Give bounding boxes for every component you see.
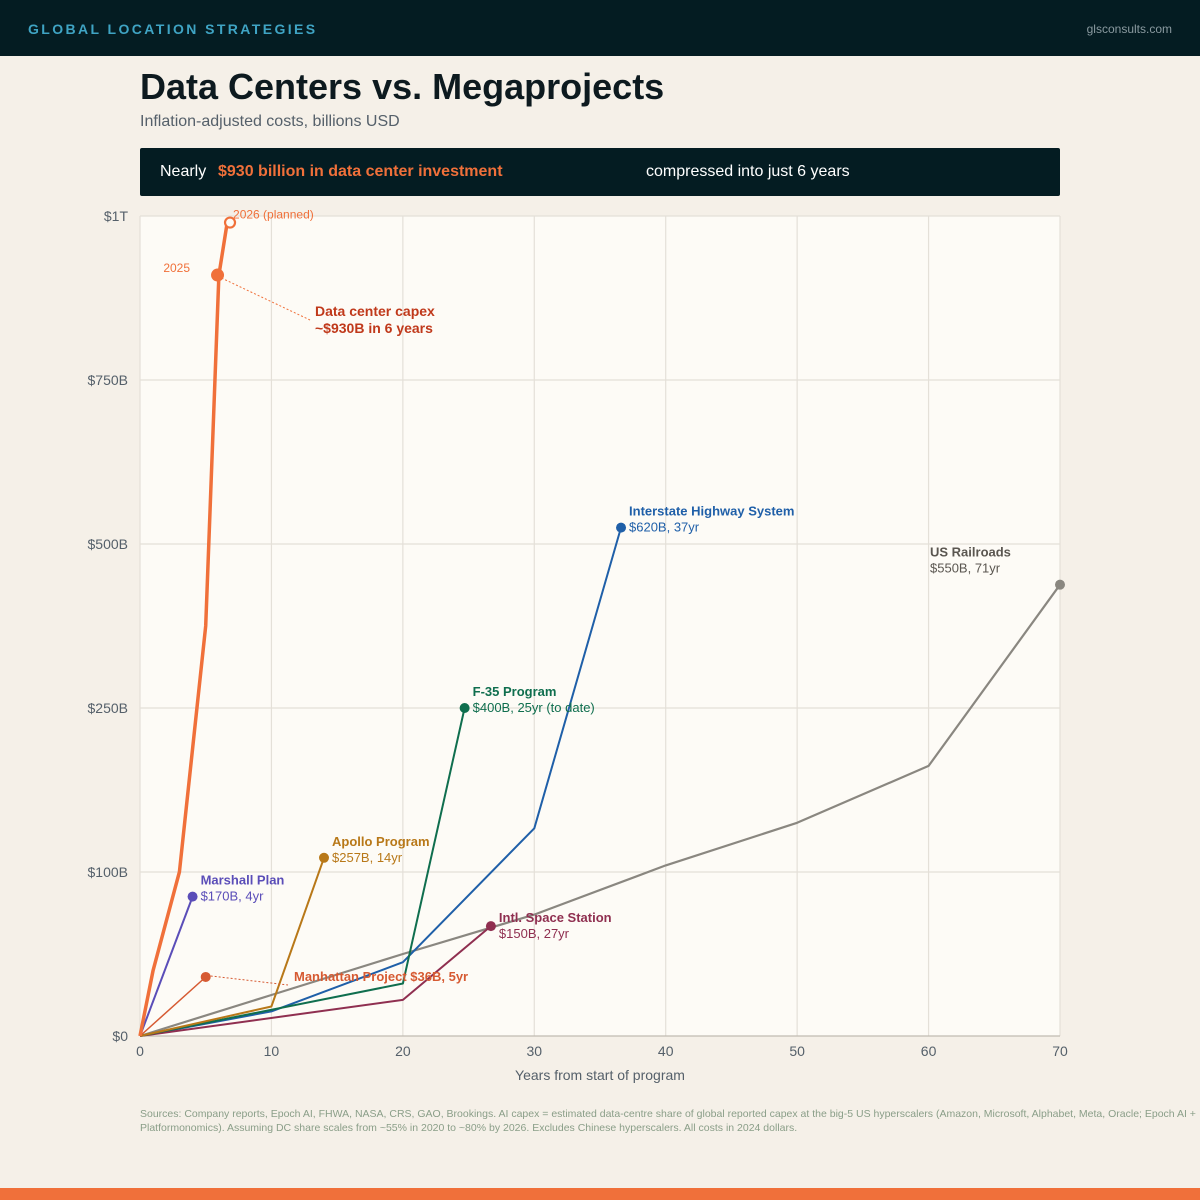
series-endpoint-railroads bbox=[1055, 579, 1065, 590]
series-name-iss: Intl. Space Station bbox=[499, 910, 612, 925]
series-line-manhattan bbox=[139, 976, 207, 1037]
series-line-f35 bbox=[139, 707, 466, 1037]
dc-leader-line bbox=[221, 277, 311, 321]
y-tick-label: $250B bbox=[88, 700, 128, 716]
series-endpoint-f35 bbox=[459, 703, 470, 713]
y-tick-label: $0 bbox=[112, 1028, 128, 1044]
site-url[interactable]: glsconsults.com bbox=[1086, 22, 1172, 36]
x-axis-label: Years from start of program bbox=[515, 1067, 685, 1083]
series-endpoint-iss bbox=[485, 921, 496, 932]
series-layer bbox=[138, 216, 1065, 1038]
y-tick-label: $750B bbox=[88, 372, 128, 388]
series-value-railroads: $550B, 71yr bbox=[930, 561, 1001, 576]
page-title: Data Centers vs. Megaprojects bbox=[140, 66, 665, 107]
x-tick-label: 20 bbox=[395, 1043, 411, 1059]
page-subtitle: Inflation-adjusted costs, billions USD bbox=[140, 113, 400, 130]
top-bar: GLOBAL LOCATION STRATEGIES glsconsults.c… bbox=[0, 0, 1200, 56]
series-value-apollo: $257B, 14yr bbox=[332, 850, 403, 865]
x-tick-label: 10 bbox=[264, 1043, 280, 1059]
banner-highlight: $930 billion in data center investment bbox=[218, 163, 503, 180]
series-line-railroads bbox=[139, 584, 1061, 1038]
dc-2025-marker bbox=[211, 268, 225, 282]
dc-2026-label: 2026 (planned) bbox=[233, 208, 314, 222]
series-value-iss: $150B, 27yr bbox=[499, 926, 570, 941]
series-endpoint-marshall bbox=[187, 891, 198, 902]
x-tick-label: 50 bbox=[789, 1043, 805, 1059]
y-tick-label: $1T bbox=[104, 208, 129, 224]
series-line-highway bbox=[139, 527, 622, 1037]
plot-area bbox=[140, 216, 1060, 1036]
series-endpoint-highway bbox=[616, 522, 627, 533]
x-tick-label: 60 bbox=[921, 1043, 937, 1059]
series-name-highway: Interstate Highway System bbox=[629, 504, 794, 519]
dc-2025-label: 2025 bbox=[163, 261, 190, 275]
series-line-iss bbox=[139, 925, 492, 1037]
label-layer: 2026 (planned) 2025 Data center capex~$930… bbox=[163, 208, 1011, 986]
y-tick-label: $500B bbox=[88, 536, 128, 552]
axis-layer: $0 $100B $250B $500B $750B $1T 0 10 20 30 40 50 60 70… bbox=[88, 208, 1068, 1083]
manhattan-label: Manhattan Project $36B, 5yr bbox=[294, 969, 468, 984]
series-name-apollo: Apollo Program bbox=[332, 834, 430, 849]
series-line-apollo bbox=[139, 857, 325, 1037]
series-endpoint-manhattan bbox=[200, 971, 211, 982]
x-tick-label: 30 bbox=[526, 1043, 542, 1059]
banner-prefix: Nearly bbox=[160, 163, 207, 180]
x-tick-label: 0 bbox=[136, 1043, 144, 1059]
dc-callout-line2: ~$930B in 6 years bbox=[315, 320, 433, 336]
series-name-railroads: US Railroads bbox=[930, 545, 1011, 560]
source-note: Sources: Company reports, Epoch AI, FHWA… bbox=[140, 1108, 1196, 1134]
series-line-marshall bbox=[139, 896, 194, 1037]
series-value-f35: $400B, 25yr (to date) bbox=[473, 700, 595, 715]
series-name-marshall: Marshall Plan bbox=[201, 873, 285, 888]
bottom-accent-bar bbox=[0, 1188, 1200, 1200]
x-tick-label: 70 bbox=[1052, 1043, 1068, 1059]
series-name-f35: F-35 Program bbox=[473, 684, 557, 699]
series-value-marshall: $170B, 4yr bbox=[201, 889, 265, 904]
headline-banner: Nearly $930 billion in data center inves… bbox=[140, 148, 1060, 196]
x-tick-label: 40 bbox=[658, 1043, 674, 1059]
dc-2026-marker bbox=[223, 216, 237, 229]
megaprojects-line-chart: $0 $100B $250B $500B $750B $1T 0 10 20 30 40 50 60 70… bbox=[88, 208, 1068, 1083]
grid-layer bbox=[139, 215, 1061, 1037]
y-tick-label: $100B bbox=[88, 864, 128, 880]
brand-name: GLOBAL LOCATION STRATEGIES bbox=[28, 21, 318, 37]
series-value-highway: $620B, 37yr bbox=[629, 520, 700, 535]
dc-callout-line1: Data center capex bbox=[315, 303, 435, 319]
banner-suffix: compressed into just 6 years bbox=[646, 163, 850, 180]
manhattan-leader-line bbox=[210, 975, 289, 986]
series-endpoint-apollo bbox=[319, 852, 329, 863]
